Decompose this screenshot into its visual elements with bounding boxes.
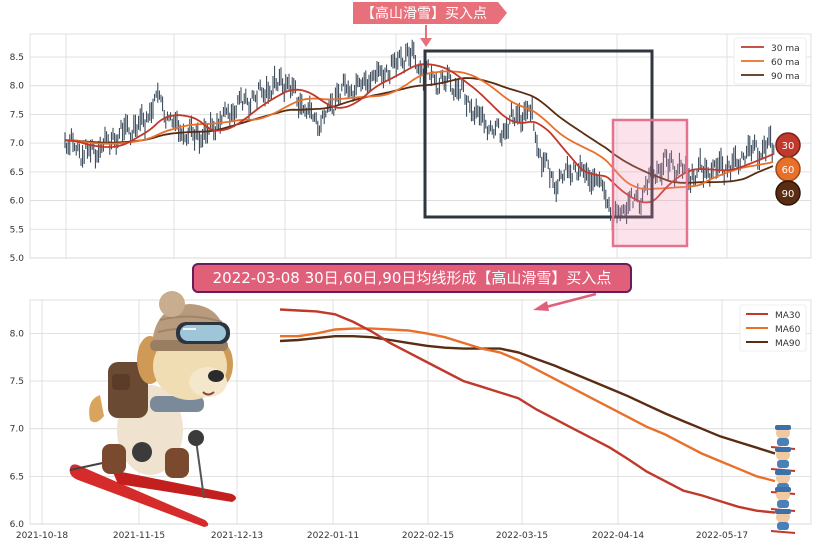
badge-60-text: 60 [782,165,795,176]
ma-y-ticks: 6.0 6.5 7.0 7.5 8.0 [10,329,25,530]
price-y-tick-label: 6.5 [10,168,24,178]
series-line-60-ma [65,70,774,191]
annotation-banner-text: 2022-03-08 30日,60日,90日均线形成【高山滑雪】买入点 [213,269,612,287]
top-banner-text: 【高山滑雪】买入点 [361,5,487,22]
price-legend: 30 ma 60 ma 90 ma [733,37,807,85]
legend-label-ma30: MA30 [775,311,801,321]
price-y-tick-label: 7.5 [10,110,24,120]
price-grid [30,34,811,259]
series-line-90-ma [65,77,774,184]
buy-zone-box [611,118,689,248]
ma-y-tick-label: 6.5 [10,472,24,482]
ma-x-tick-label: 2022-02-15 [402,531,454,541]
mini-skier-icon [770,509,796,534]
ma-y-tick-label: 6.0 [10,520,25,530]
ma-x-tick-label: 2022-05-17 [696,531,748,541]
legend-label-90-ma: 90 ma [771,72,800,82]
legend-label-30-ma: 30 ma [771,44,800,54]
series-line-ma90 [279,335,776,455]
ma-x-tick-label: 2021-12-13 [211,531,263,541]
legend-label-ma60: MA60 [775,325,801,335]
badge-30: 30 [775,132,801,158]
badge-90-text: 90 [782,189,795,200]
badge-60: 60 [775,156,801,182]
ma-x-tick-label: 2021-11-15 [113,531,165,541]
price-y-tick-label: 5.5 [10,225,24,235]
price-y-ticks: 5.0 5.5 6.0 6.5 7.0 7.5 8.0 8.5 [10,53,25,264]
legend-label-ma90: MA90 [775,339,801,349]
price-y-tick-label: 8.0 [10,82,25,92]
badge-30-text: 30 [782,141,795,152]
series-line-ma60 [280,327,776,483]
price-y-tick-label: 7.0 [10,139,25,149]
ma-legend: MA30 MA60 MA90 [739,304,807,352]
annotation-banner: 2022-03-08 30日,60日,90日均线形成【高山滑雪】买入点 [192,263,632,311]
ma-x-tick-label: 2022-03-15 [496,531,548,541]
ma-y-tick-label: 7.0 [10,425,25,435]
ma-y-tick-label: 8.0 [10,329,25,339]
ma-x-tick-label: 2021-10-18 [16,531,69,541]
price-chart: 5.0 5.5 6.0 6.5 7.0 7.5 8.0 8.5 【高山滑雪】买入点 30 ma… [10,2,812,264]
ma-x-tick-label: 2022-01-11 [307,531,359,541]
ma-x-tick-label: 2022-04-14 [592,531,645,541]
ma-x-ticks: 2021-10-18 2021-11-15 2021-12-13 2022-01-11… [16,531,748,541]
price-y-tick-label: 6.0 [10,197,25,207]
price-y-tick-label: 5.0 [10,254,25,264]
top-banner: 【高山滑雪】买入点 [353,2,507,47]
ma-chart: 6.06.57.07.58.0 2021-10-18 2021-11-15 2021… [10,263,812,541]
ma-y-tick-label: 7.5 [10,377,24,387]
series-line-30-ma [64,63,774,204]
mini-skier-icons [770,425,796,534]
skiing-dog-illustration [69,291,236,527]
series-line-ma30 [279,308,776,514]
pattern-box [423,49,654,219]
price-y-tick-label: 8.5 [10,53,24,63]
badge-90: 90 [775,180,801,206]
legend-label-60-ma: 60 ma [771,58,800,68]
